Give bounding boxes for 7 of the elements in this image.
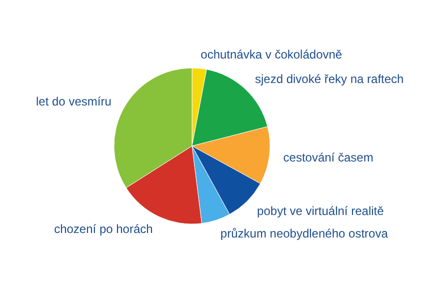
- slice-label: chození po horách: [54, 222, 153, 236]
- slice-label: let do vesmíru: [36, 94, 112, 109]
- slice-label: ochutnávka v čokoládovně: [200, 47, 342, 62]
- slice-label: sjezd divoké řeky na raftech: [254, 72, 404, 86]
- slice-label: průzkum neobydleného ostrova: [220, 226, 388, 240]
- slice-label: cestování časem: [283, 150, 374, 165]
- slice-label: pobyt ve virtuální realitě: [257, 204, 384, 218]
